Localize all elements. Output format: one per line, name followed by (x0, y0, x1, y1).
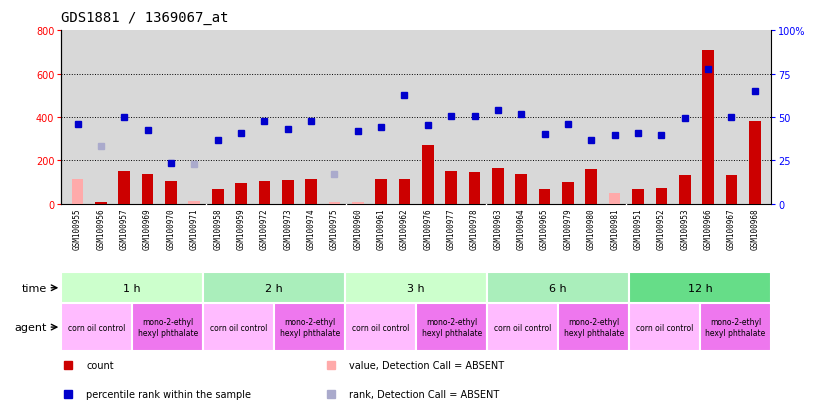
Bar (352, 202, 364, 204)
Text: count: count (86, 361, 113, 370)
Text: GSM100960: GSM100960 (353, 208, 362, 249)
Text: GSM100956: GSM100956 (96, 208, 105, 249)
Text: mono-2-ethyl
hexyl phthalate: mono-2-ethyl hexyl phthalate (706, 318, 765, 337)
Bar (274, 304, 345, 351)
Text: GSM100964: GSM100964 (517, 208, 526, 249)
Text: mono-2-ethyl
hexyl phthalate: mono-2-ethyl hexyl phthalate (564, 318, 623, 337)
Text: GSM100978: GSM100978 (470, 208, 479, 249)
Bar (725, 175, 738, 204)
Text: 6 h: 6 h (549, 283, 567, 293)
Bar (375, 180, 387, 204)
Bar (203, 273, 345, 304)
Bar (609, 194, 620, 204)
Text: agent: agent (15, 322, 47, 332)
Text: GSM100962: GSM100962 (400, 208, 409, 249)
Text: time: time (22, 283, 47, 293)
Text: GSM100972: GSM100972 (259, 208, 268, 249)
Text: GSM100951: GSM100951 (633, 208, 642, 249)
Text: GSM100958: GSM100958 (213, 208, 222, 249)
Bar (118, 172, 130, 204)
Text: GSM100980: GSM100980 (587, 208, 596, 249)
Text: GSM100959: GSM100959 (237, 208, 246, 249)
Text: rank, Detection Call = ABSENT: rank, Detection Call = ABSENT (348, 389, 499, 399)
Text: GSM100973: GSM100973 (283, 208, 292, 249)
Bar (632, 189, 644, 204)
Bar (585, 170, 597, 204)
Text: GSM100952: GSM100952 (657, 208, 666, 249)
Bar (142, 174, 153, 204)
Bar (516, 174, 527, 204)
Text: mono-2-ethyl
hexyl phthalate: mono-2-ethyl hexyl phthalate (138, 318, 197, 337)
Bar (446, 172, 457, 204)
Bar (212, 189, 224, 204)
Text: GSM100981: GSM100981 (610, 208, 619, 249)
Text: GSM100968: GSM100968 (750, 208, 759, 249)
Bar (345, 273, 487, 304)
Bar (700, 304, 771, 351)
Text: corn oil control: corn oil control (352, 323, 410, 332)
Bar (492, 169, 503, 204)
Text: mono-2-ethyl
hexyl phthalate: mono-2-ethyl hexyl phthalate (280, 318, 339, 337)
Bar (539, 189, 551, 204)
Text: percentile rank within the sample: percentile rank within the sample (86, 389, 251, 399)
Bar (259, 182, 270, 204)
Text: GSM100953: GSM100953 (681, 208, 690, 249)
Bar (468, 173, 481, 204)
Text: GSM100974: GSM100974 (307, 208, 316, 249)
Text: GDS1881 / 1369067_at: GDS1881 / 1369067_at (61, 11, 228, 25)
Bar (558, 304, 629, 351)
Bar (487, 304, 558, 351)
Bar (329, 202, 340, 204)
Bar (749, 122, 761, 204)
Text: GSM100957: GSM100957 (120, 208, 129, 249)
Text: GSM100963: GSM100963 (494, 208, 503, 249)
Bar (61, 304, 132, 351)
Text: value, Detection Call = ABSENT: value, Detection Call = ABSENT (348, 361, 503, 370)
Bar (61, 273, 203, 304)
Text: GSM100955: GSM100955 (73, 208, 82, 249)
Bar (655, 188, 667, 204)
Bar (629, 304, 700, 351)
Bar (72, 180, 83, 204)
Text: corn oil control: corn oil control (210, 323, 268, 332)
Text: corn oil control: corn oil control (494, 323, 552, 332)
Text: GSM100966: GSM100966 (703, 208, 712, 249)
Bar (703, 50, 714, 204)
Bar (345, 304, 416, 351)
Text: GSM100977: GSM100977 (446, 208, 455, 249)
Text: corn oil control: corn oil control (68, 323, 126, 332)
Bar (235, 184, 247, 204)
Bar (562, 183, 574, 204)
Bar (487, 273, 629, 304)
Bar (282, 180, 294, 204)
Text: GSM100979: GSM100979 (564, 208, 573, 249)
Text: GSM100971: GSM100971 (190, 208, 199, 249)
Text: GSM100969: GSM100969 (143, 208, 152, 249)
Text: corn oil control: corn oil control (636, 323, 694, 332)
Text: GSM100976: GSM100976 (424, 208, 432, 249)
Text: GSM100965: GSM100965 (540, 208, 549, 249)
Bar (188, 201, 200, 204)
Text: GSM100975: GSM100975 (330, 208, 339, 249)
Text: 12 h: 12 h (688, 283, 712, 293)
Text: GSM100967: GSM100967 (727, 208, 736, 249)
Text: GSM100961: GSM100961 (377, 208, 386, 249)
Bar (679, 175, 690, 204)
Bar (203, 304, 274, 351)
Bar (629, 273, 771, 304)
Bar (165, 182, 177, 204)
Text: 1 h: 1 h (123, 283, 141, 293)
Bar (422, 146, 433, 204)
Text: 3 h: 3 h (407, 283, 425, 293)
Text: 2 h: 2 h (265, 283, 283, 293)
Bar (416, 304, 487, 351)
Bar (305, 180, 317, 204)
Bar (95, 202, 107, 204)
Text: GSM100970: GSM100970 (166, 208, 175, 249)
Bar (399, 180, 410, 204)
Bar (132, 304, 203, 351)
Text: mono-2-ethyl
hexyl phthalate: mono-2-ethyl hexyl phthalate (422, 318, 481, 337)
